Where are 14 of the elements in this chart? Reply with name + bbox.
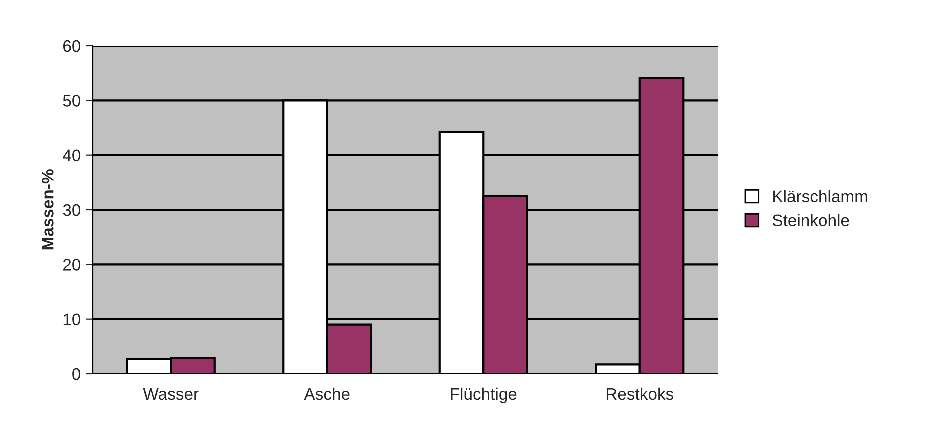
y-axis-title: Massen-% xyxy=(42,170,54,250)
y-tick-label: 30 xyxy=(63,204,81,216)
x-tick-label: Asche xyxy=(304,388,350,400)
x-tick-label: Flüchtige xyxy=(451,388,517,404)
y-tick-label: 20 xyxy=(63,259,81,271)
x-tick-label: Wasser xyxy=(143,388,199,400)
y-tick-label: 40 xyxy=(63,150,81,162)
y-tick-label: 0 xyxy=(72,368,81,380)
legend-label: Klärschlamm xyxy=(774,190,868,203)
legend-label: Steinkohle xyxy=(772,214,850,226)
y-tick-label: 60 xyxy=(64,40,81,52)
x-tick-label: Restkoks xyxy=(606,388,674,400)
y-tick-label: 50 xyxy=(63,95,81,107)
y-tick-label: 10 xyxy=(64,314,81,326)
